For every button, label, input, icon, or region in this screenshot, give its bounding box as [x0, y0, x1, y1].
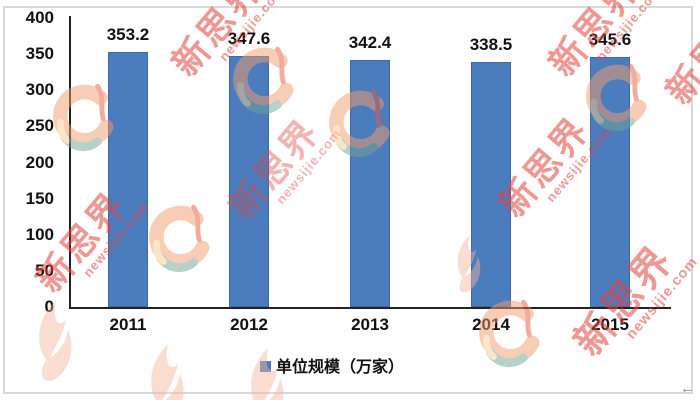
bar-value-label: 338.5 — [469, 35, 513, 55]
x-axis-label: 2013 — [351, 315, 389, 334]
bar-value-label: 345.6 — [588, 30, 632, 50]
y-axis-tick-label: 0 — [44, 297, 54, 316]
y-axis-tick-label: 150 — [25, 188, 54, 208]
y-axis-tick-label: 50 — [35, 260, 54, 280]
legend: 单位规模（万家） — [260, 353, 404, 377]
bar-value-label: 342.4 — [348, 32, 392, 52]
y-axis-tick-label: 100 — [25, 224, 54, 244]
y-axis-tick-label: 350 — [25, 44, 54, 64]
bar-value-label: 347.6 — [227, 28, 271, 48]
bar — [229, 55, 269, 307]
x-axis-label: 2014 — [472, 315, 510, 334]
x-axis-line — [69, 307, 671, 309]
x-axis-label: 2011 — [109, 315, 147, 334]
bar — [108, 51, 148, 307]
bar-value-label: 353.2 — [106, 24, 150, 44]
y-axis-tick-label: 200 — [25, 152, 54, 172]
bar — [471, 62, 511, 307]
y-axis-tick-label: 400 — [25, 8, 54, 27]
y-axis-line — [69, 16, 71, 309]
y-axis-tick-label: 300 — [25, 80, 54, 100]
legend-label: 单位规模（万家） — [276, 359, 405, 376]
y-axis-tick-label: 250 — [25, 116, 54, 136]
resize-arrow-icon: ← — [680, 380, 695, 397]
x-axis-label: 2015 — [591, 315, 629, 334]
legend-swatch-icon — [260, 360, 271, 372]
bar — [350, 59, 390, 307]
x-axis-label: 2012 — [230, 315, 268, 334]
bar — [590, 57, 630, 307]
